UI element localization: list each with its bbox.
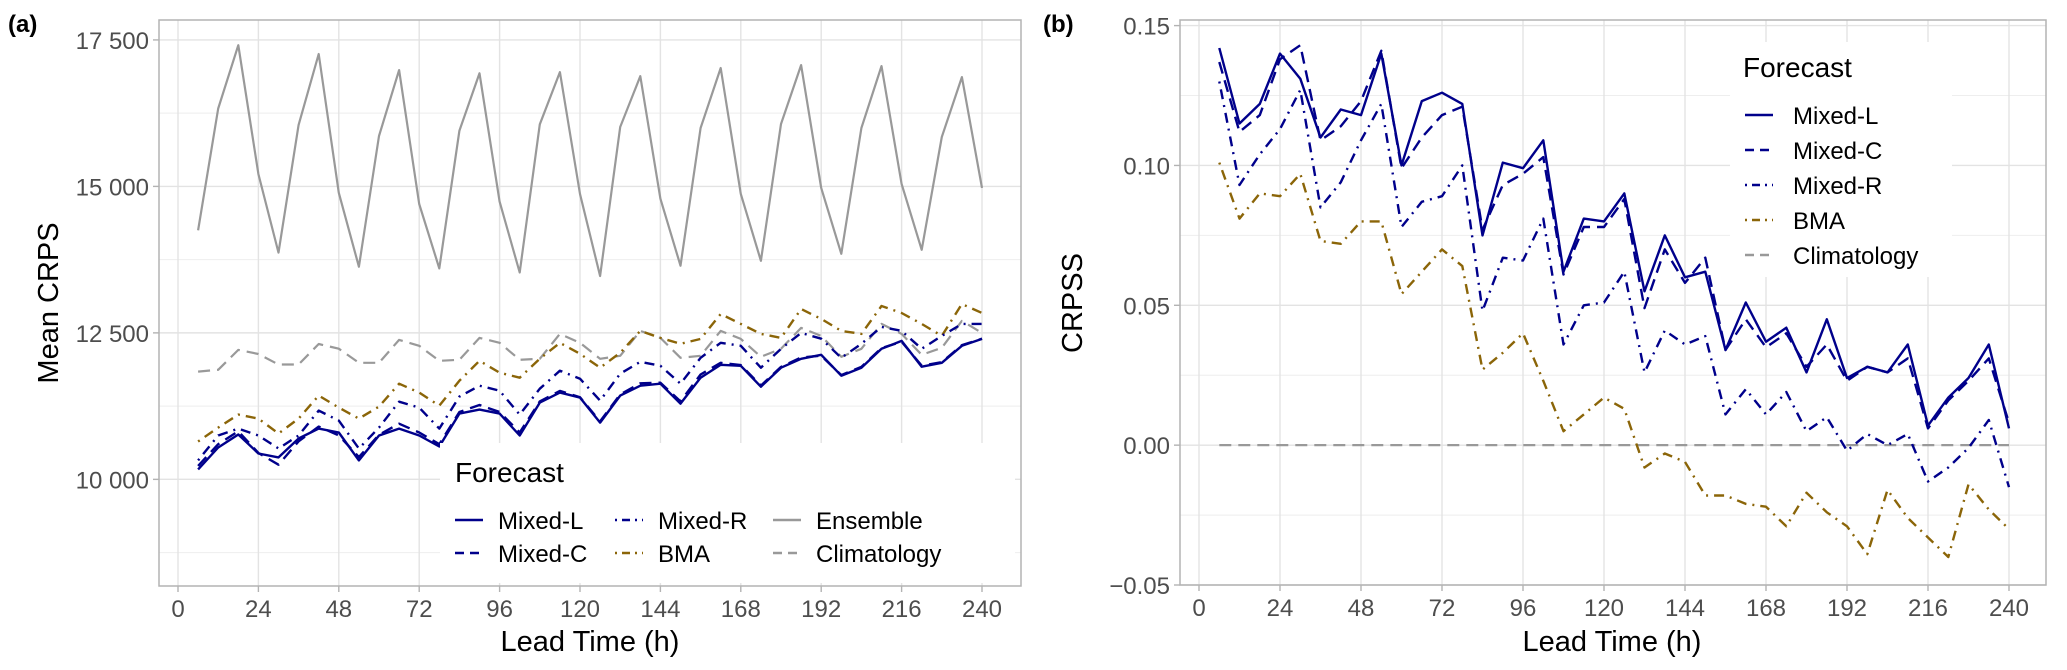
legend-item-mixed-r: Mixed-R: [615, 508, 747, 535]
y-tick-label: 0.00: [1123, 433, 1170, 460]
x-tick-label: 120: [560, 596, 600, 623]
x-tick-label: 216: [1908, 595, 1948, 622]
x-tick-label: 144: [1665, 595, 1705, 622]
panel-b-tag: (b): [1043, 11, 1074, 38]
x-tick-label: 240: [962, 596, 1002, 623]
panel-a-x-axis-title: Lead Time (h): [501, 626, 680, 658]
y-tick-label: 12 500: [76, 321, 149, 348]
series-line-climatology: [198, 319, 983, 373]
legend-label-mixed-l: Mixed-L: [498, 508, 583, 535]
legend-item-mixed-c: Mixed-C: [455, 541, 587, 568]
legend-label-climatology: Climatology: [1793, 243, 1918, 270]
x-tick-label: 168: [721, 596, 761, 623]
x-tick-label: 120: [1584, 595, 1624, 622]
panel-b-crpss-chart: (b) −0.05 0.00 0.05 0.10 0.15 0 24 48 72 96 120 144…: [1043, 11, 2047, 658]
y-tick-label: 0.15: [1123, 14, 1170, 41]
panel-a-axis-ticks: 10 000 12 500 15 000 17 500 0 24 48 72 96 120 144 1…: [76, 28, 1002, 623]
legend-label-bma: BMA: [658, 541, 710, 568]
panel-a-legend-title: Forecast: [455, 457, 564, 488]
x-tick-label: 192: [1827, 595, 1867, 622]
panel-b-series: [1218, 44, 2011, 559]
panel-a-legend: Forecast Mixed-L Mixed-C Mixed-R BMA Ensembl…: [440, 443, 1015, 583]
y-tick-label: 17 500: [76, 28, 149, 55]
panel-a-legend-background: [440, 443, 1015, 583]
x-tick-label: 144: [640, 596, 680, 623]
x-tick-label: 216: [882, 596, 922, 623]
legend-item-climatology: Climatology: [1745, 243, 1918, 270]
y-tick-label: 15 000: [76, 174, 149, 201]
x-tick-label: 72: [1429, 595, 1456, 622]
panel-a-crps-chart: (a) 10 000 12 500 15 000 17 500 0 24 48 72 96 120…: [8, 11, 1022, 658]
legend-label-mixed-c: Mixed-C: [1793, 138, 1882, 165]
legend-label-ensemble: Ensemble: [816, 508, 923, 535]
x-tick-label: 168: [1746, 595, 1786, 622]
x-tick-label: 24: [1267, 595, 1294, 622]
legend-item-bma: BMA: [1745, 208, 1845, 235]
panel-a-border: [158, 19, 1022, 587]
legend-item-mixed-l: Mixed-L: [1745, 103, 1878, 130]
x-tick-label: 96: [486, 596, 513, 623]
legend-label-mixed-r: Mixed-R: [658, 508, 747, 535]
panel-b-border: [1179, 19, 2047, 586]
panel-a-y-axis-title: Mean CRPS: [33, 222, 65, 383]
series-line-mixed-l: [1218, 47, 2011, 429]
x-tick-label: 24: [245, 596, 272, 623]
legend-item-mixed-l: Mixed-L: [455, 508, 583, 535]
legend-item-climatology: Climatology: [773, 541, 941, 568]
panel-b-x-axis-title: Lead Time (h): [1523, 626, 1702, 658]
x-tick-label: 96: [1510, 595, 1537, 622]
x-tick-label: 48: [1348, 595, 1375, 622]
legend-item-mixed-r: Mixed-R: [1745, 173, 1882, 200]
x-tick-label: 0: [171, 596, 184, 623]
y-tick-label: −0.05: [1109, 573, 1170, 600]
x-tick-label: 192: [801, 596, 841, 623]
panel-b-legend-title: Forecast: [1743, 52, 1852, 83]
y-tick-label: 0.10: [1123, 153, 1170, 180]
legend-item-bma: BMA: [615, 541, 710, 568]
x-tick-label: 240: [1989, 595, 2029, 622]
y-tick-label: 0.05: [1123, 293, 1170, 320]
legend-label-climatology: Climatology: [816, 541, 941, 568]
x-tick-label: 48: [325, 596, 352, 623]
series-line-bma: [197, 302, 983, 443]
panel-a-tag: (a): [8, 11, 37, 38]
legend-item-ensemble: Ensemble: [773, 508, 923, 535]
legend-label-mixed-r: Mixed-R: [1793, 173, 1882, 200]
panel-b-y-axis-title: CRPSS: [1057, 253, 1089, 353]
y-tick-label: 10 000: [76, 467, 149, 494]
panel-b-legend-background: [1730, 42, 1952, 277]
x-tick-label: 0: [1192, 595, 1205, 622]
series-line-bma: [1218, 162, 2010, 559]
panel-b-axis-ticks: −0.05 0.00 0.05 0.10 0.15 0 24 48 72 96 120 144 168 1…: [1109, 14, 2029, 622]
legend-label-mixed-l: Mixed-L: [1793, 103, 1878, 130]
panel-b-legend: Forecast Mixed-L Mixed-C Mixed-R BMA Climato…: [1730, 42, 1952, 277]
series-line-mixed-r: [197, 322, 982, 462]
panel-a-series: [197, 44, 984, 471]
legend-label-mixed-c: Mixed-C: [498, 541, 587, 568]
series-line-ensemble: [197, 44, 984, 278]
legend-label-bma: BMA: [1793, 208, 1845, 235]
series-line-mixed-c: [1218, 44, 2011, 430]
legend-item-mixed-c: Mixed-C: [1745, 138, 1882, 165]
series-line-mixed-l: [197, 337, 983, 471]
series-line-mixed-r: [1218, 81, 2011, 488]
x-tick-label: 72: [406, 596, 433, 623]
